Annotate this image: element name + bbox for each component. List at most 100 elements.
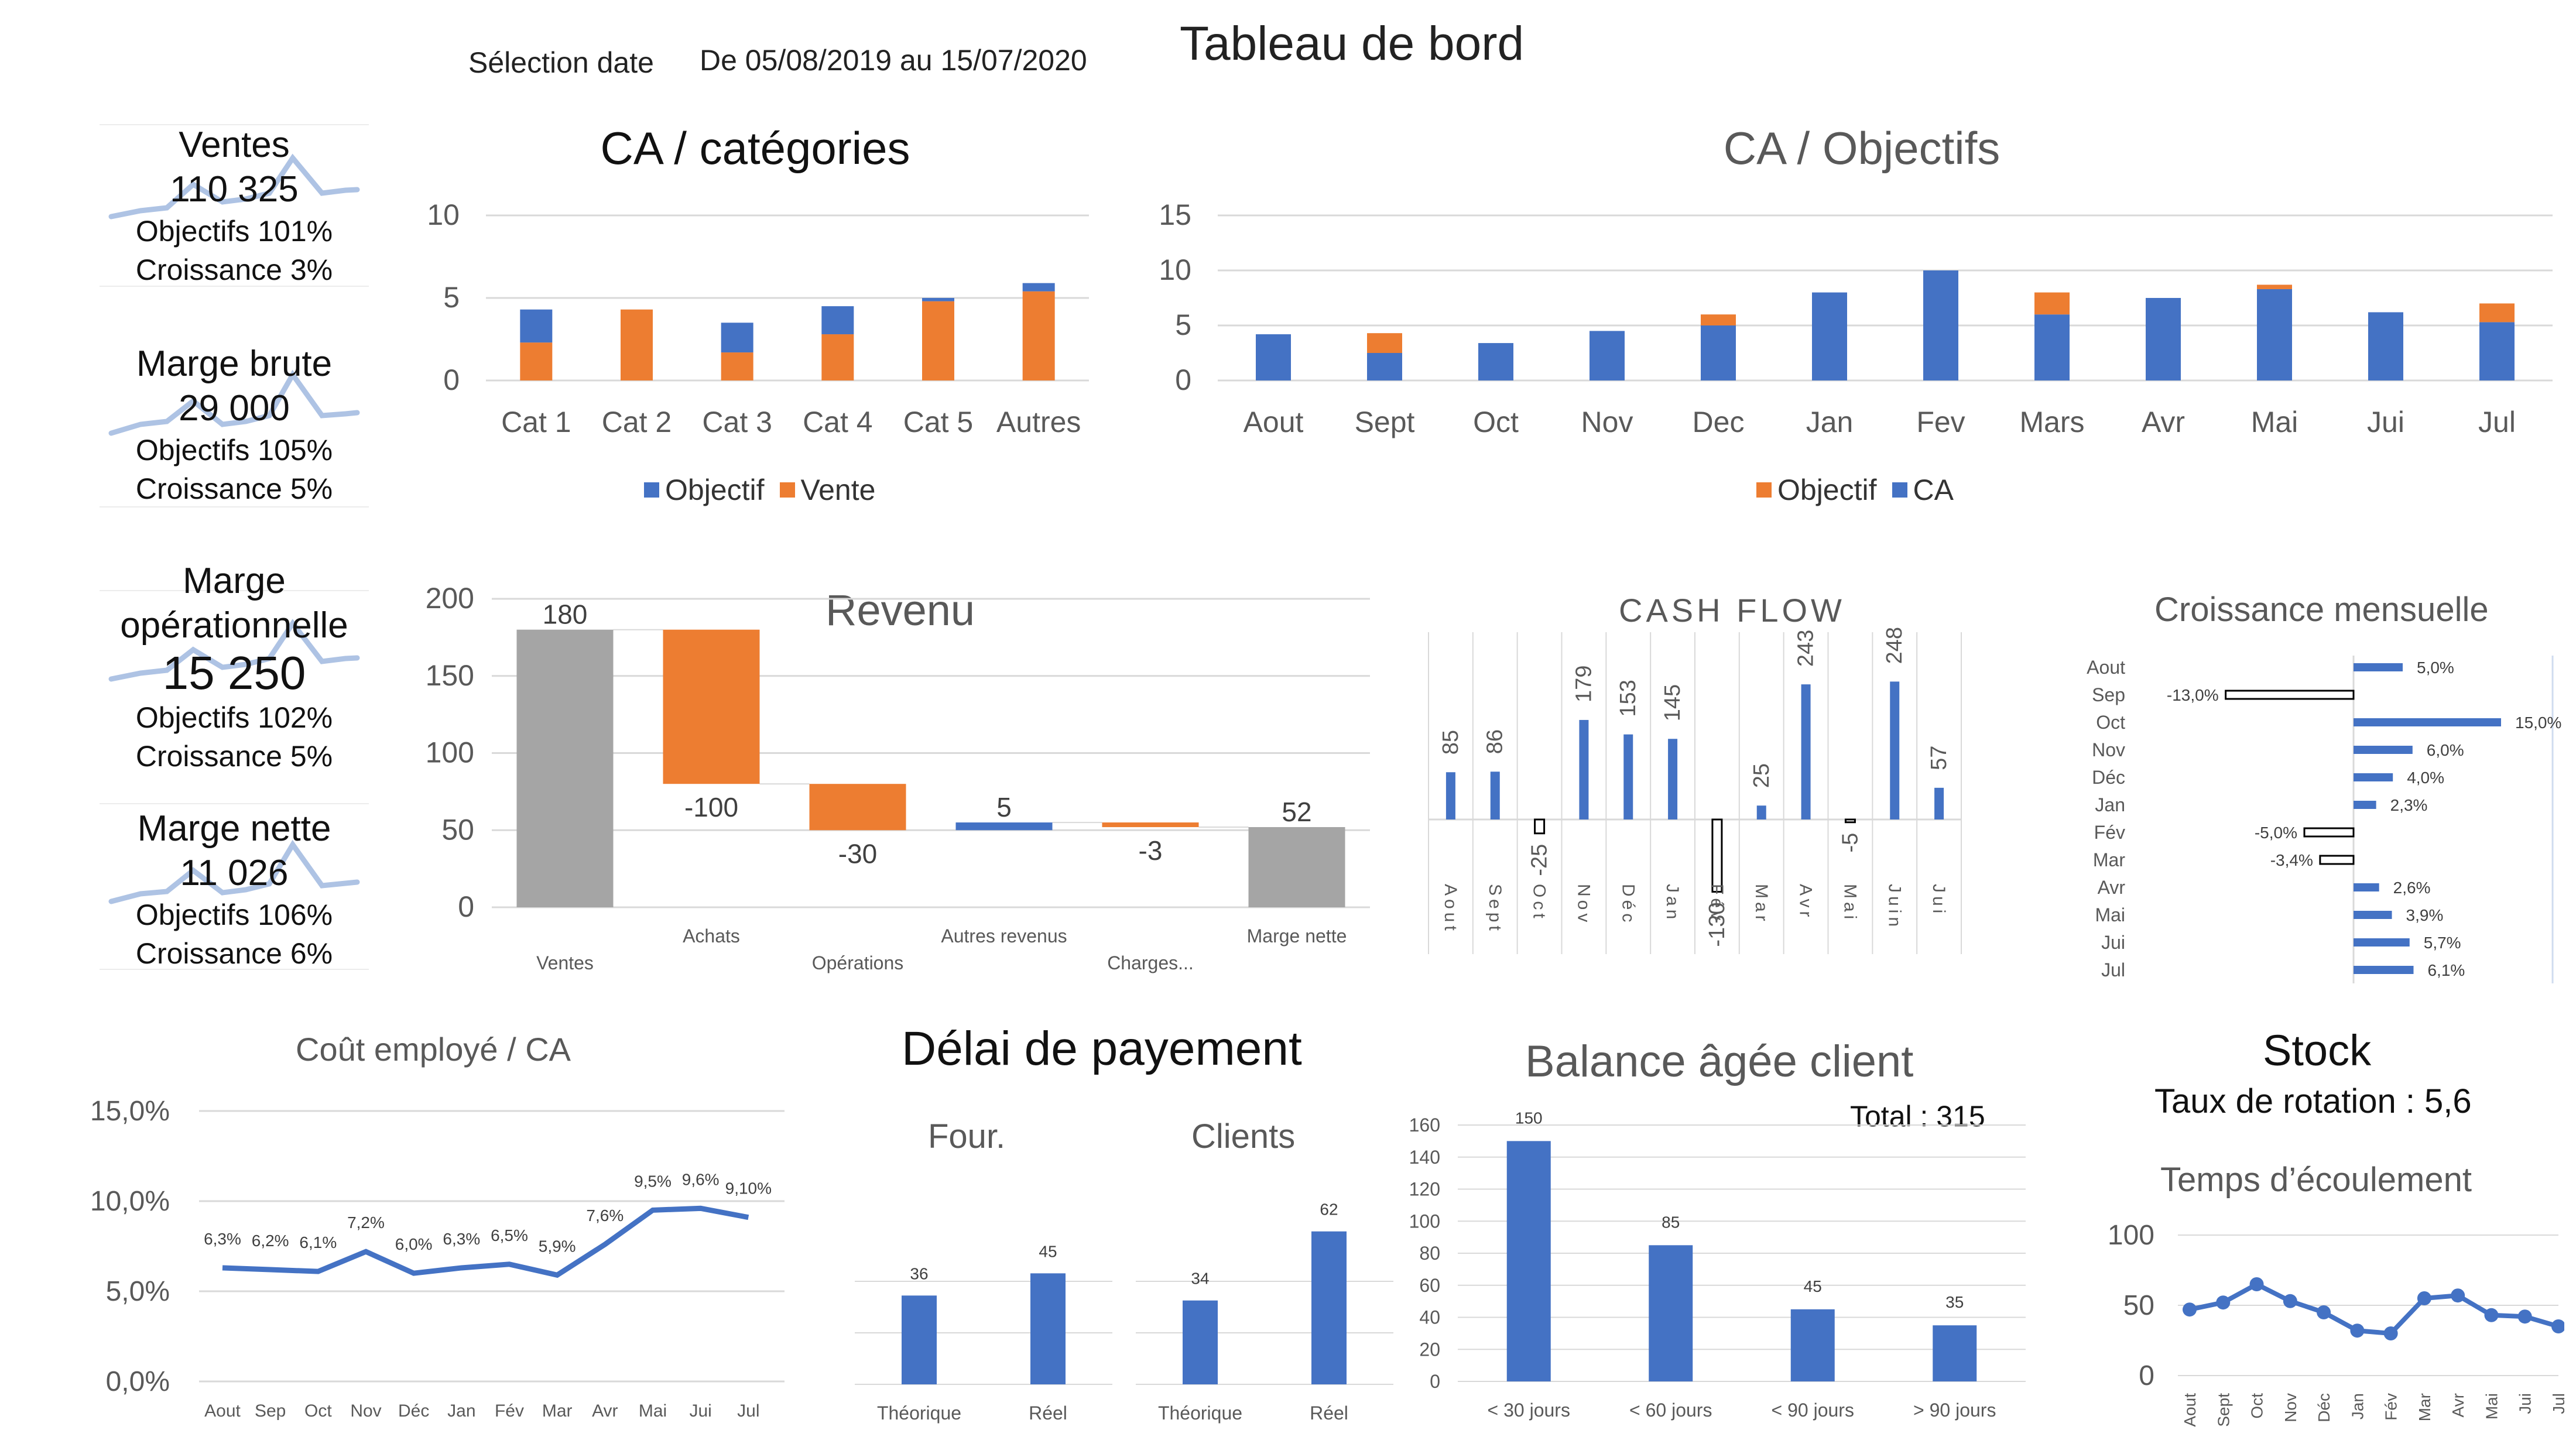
- data-point: [2283, 1294, 2297, 1308]
- data-label: 85: [1438, 730, 1463, 755]
- chart-delai-four: 36 Théorique 45 Réel: [855, 1242, 1112, 1424]
- bar-objectif: [2257, 284, 2292, 289]
- data-label: 9,6%: [682, 1170, 720, 1188]
- legend-ca-categories: Objectif Vente: [644, 473, 875, 507]
- x-tick-label: Aout: [1441, 884, 1460, 934]
- bar-vente: [1022, 291, 1055, 380]
- bar-ca: [1812, 292, 1847, 380]
- y-tick-label: Jan: [2095, 794, 2125, 815]
- chart-delai-clients: 34 Théorique 62 Réel: [1136, 1201, 1393, 1424]
- data-label: 6,1%: [299, 1233, 337, 1251]
- x-tick-label: Juin: [1885, 884, 1904, 930]
- data-point: [2183, 1302, 2197, 1317]
- kpi-croissance: Croissance 5%: [135, 740, 333, 773]
- date-selection-label: Sélection date: [468, 46, 654, 79]
- x-tick-label: Cat 5: [903, 406, 974, 438]
- data-label: 2,6%: [2393, 879, 2431, 897]
- date-range-value[interactable]: De 05/08/2019 au 15/07/2020: [700, 44, 1087, 77]
- data-point: [2350, 1323, 2365, 1338]
- cash-bar: [1934, 787, 1944, 819]
- data-label: 3,9%: [2406, 906, 2444, 924]
- bar-objectif: [2479, 303, 2515, 323]
- y-tick-label: 80: [1419, 1243, 1440, 1264]
- chart-title-cash-flow: CASH FLOW: [1619, 592, 1845, 629]
- kpi-label-line2: opérationnelle: [120, 605, 348, 646]
- waterfall-bar: [1102, 822, 1199, 828]
- data-point: [2216, 1295, 2231, 1310]
- kpi-divider: [100, 969, 369, 970]
- kpi-value: 11 026: [180, 853, 289, 893]
- data-label: -25: [1527, 844, 1552, 876]
- bar: [1933, 1325, 1977, 1381]
- x-tick-label: Jan: [1663, 884, 1682, 923]
- y-tick-label: Aout: [2087, 657, 2125, 678]
- data-label: 52: [1282, 797, 1311, 827]
- chart-cash-flow: 85 Aout 86 Sept -25 Oct 179 Nov 153 Déc 145 Jan -130…: [1428, 627, 1962, 954]
- x-tick-label: Aout: [1244, 406, 1304, 438]
- y-tick-label: 60: [1419, 1275, 1440, 1296]
- cash-bar: [1801, 684, 1811, 819]
- data-label: 5,9%: [539, 1237, 576, 1255]
- x-tick-label: Autres: [996, 406, 1081, 438]
- data-label: 86: [1483, 729, 1508, 754]
- x-tick-label: Mai: [2482, 1393, 2500, 1419]
- x-tick-label: Avr: [1796, 884, 1815, 920]
- x-tick-label: Mai: [639, 1401, 667, 1421]
- y-tick-label: 0: [443, 364, 460, 396]
- x-tick-label: Jan: [1806, 406, 1854, 438]
- x-tick-label: Théorique: [877, 1402, 961, 1424]
- chart-revenu: 0 50 100 150 200 180 Ventes -100 Achats -30 Opérat…: [426, 582, 1370, 973]
- x-tick-label: Théorique: [1158, 1402, 1242, 1424]
- legend-item-vente: Vente: [779, 473, 875, 507]
- y-tick-label: 0: [2139, 1360, 2154, 1391]
- data-label: 243: [1794, 630, 1818, 667]
- x-tick-label: Charges...: [1107, 952, 1194, 973]
- y-tick-label: 140: [1409, 1147, 1440, 1168]
- y-tick-label: 10: [427, 198, 460, 231]
- data-label: 15,0%: [2515, 714, 2561, 732]
- bar-objectif: [721, 323, 753, 353]
- y-tick-label: Mar: [2093, 849, 2125, 870]
- waterfall-bar: [663, 629, 760, 784]
- bar: [1183, 1300, 1218, 1384]
- bar-ca: [2034, 314, 2070, 380]
- data-label: -3: [1139, 835, 1163, 866]
- series-line: [2189, 1281, 2560, 1336]
- waterfall-bar: [809, 784, 906, 831]
- waterfall-bar: [1248, 827, 1345, 907]
- x-tick-label: Déc: [398, 1401, 429, 1421]
- x-tick-label: Oct: [1473, 406, 1519, 438]
- data-label: -100: [684, 792, 738, 822]
- bar-ca: [1256, 334, 1291, 380]
- growth-bar: [2354, 718, 2501, 726]
- bar: [1649, 1245, 1693, 1381]
- x-tick-label: Fév: [1707, 884, 1727, 924]
- x-tick-label: Aout: [2181, 1393, 2199, 1427]
- dashboard-title: Tableau de bord: [1180, 17, 1525, 70]
- y-tick-label: 100: [2108, 1220, 2154, 1251]
- kpi-sparkline: [108, 369, 360, 436]
- x-tick-label: Réel: [1310, 1402, 1348, 1424]
- growth-bar: [2354, 773, 2393, 781]
- data-point: [2249, 1277, 2264, 1291]
- bar-objectif: [821, 306, 854, 335]
- x-tick-label: < 90 jours: [1772, 1400, 1854, 1421]
- cash-bar-negative: [1844, 818, 1856, 824]
- series-line: [222, 1205, 749, 1278]
- data-label: 6,0%: [395, 1235, 433, 1253]
- y-tick-label: 5: [1175, 308, 1191, 341]
- chart-title-temps-ecoulement: Temps d’écoulement: [2160, 1161, 2472, 1199]
- bar-objectif: [922, 298, 954, 301]
- delai-title: Délai de payement: [902, 1022, 1302, 1075]
- cash-bar: [1445, 772, 1455, 819]
- x-tick-label: Cat 4: [803, 406, 873, 438]
- y-tick-label: Jui: [2101, 932, 2125, 953]
- legend-item-objectif: Objectif: [644, 473, 765, 507]
- growth-bar: [2354, 911, 2392, 919]
- x-tick-label: Mai: [2251, 406, 2298, 438]
- x-tick-label: Mars: [2019, 406, 2084, 438]
- y-tick-label: Nov: [2092, 739, 2125, 760]
- kpi-objectifs: Objectifs 105%: [135, 434, 333, 467]
- growth-bar: [2354, 938, 2410, 947]
- data-label: 6,0%: [2427, 741, 2464, 759]
